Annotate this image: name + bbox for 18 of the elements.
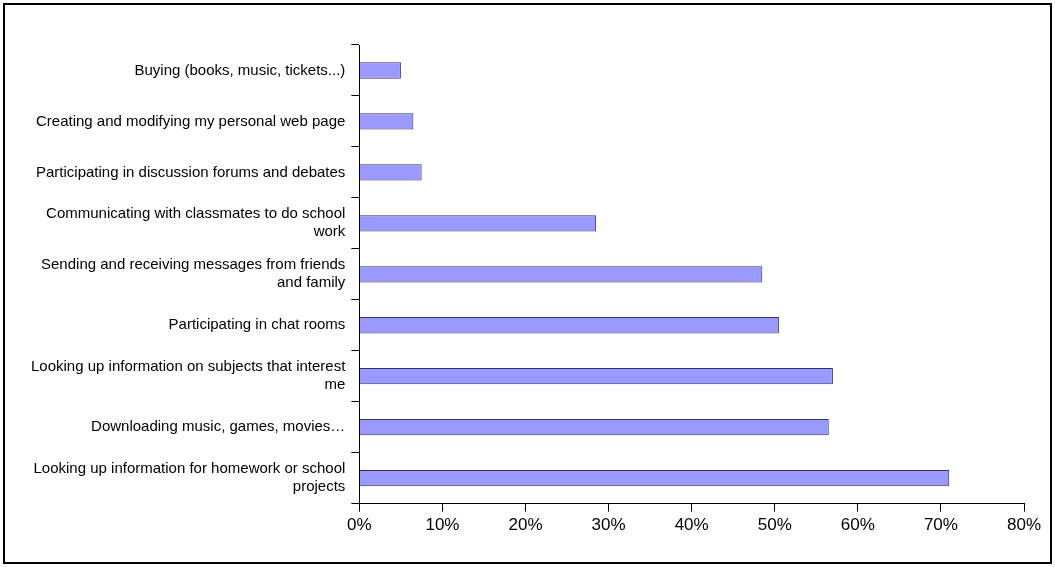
x-tick-label: 60%: [840, 515, 875, 535]
y-tick-label: Participating in chat rooms: [168, 315, 346, 333]
y-tick-label: Participating in discussion forums and debates: [36, 162, 346, 180]
y-tick-label: Communicating with classmates to do school work: [46, 204, 346, 240]
y-tick-label: Looking up information for homework or school projects: [33, 459, 346, 495]
y-tick-label: Buying (books, music, tickets...): [134, 60, 346, 78]
y-tick-label: Looking up information on subjects that interest me: [31, 357, 347, 393]
x-tick-label: 50%: [757, 515, 792, 535]
x-tick-label: 0%: [347, 515, 372, 535]
x-tick-label: 10%: [425, 515, 460, 535]
x-tick-label: 30%: [591, 515, 626, 535]
x-tick-label: 80%: [1006, 515, 1042, 535]
y-tick-label: Sending and receiving messages from friends and family: [41, 255, 346, 291]
y-tick-label: Downloading music, games, movies…: [91, 417, 346, 435]
x-tick-label: 70%: [923, 515, 958, 535]
x-tick-label: 20%: [508, 515, 543, 535]
y-tick-label: Creating and modifying my personal web page: [36, 111, 346, 129]
x-tick-label: 40%: [674, 515, 709, 535]
